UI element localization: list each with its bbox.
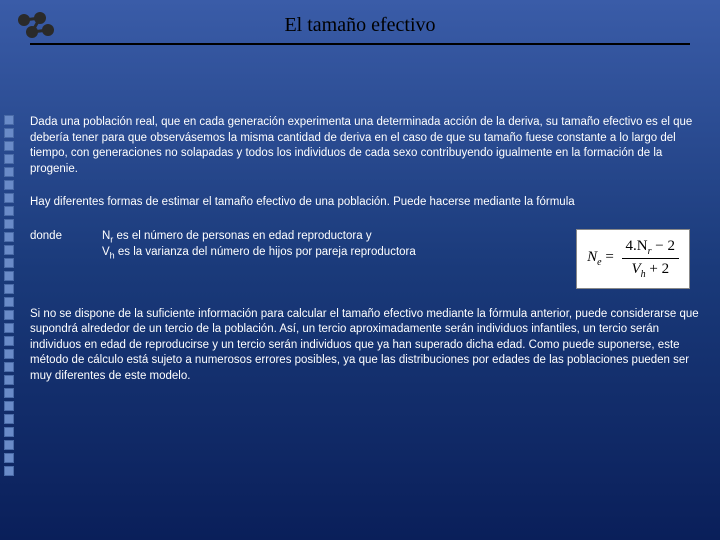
definitions: Nr es el número de personas en edad repr… <box>82 229 556 262</box>
title-underline <box>30 43 690 45</box>
left-bullet-column <box>4 115 20 479</box>
donde-label: donde <box>30 229 62 245</box>
paragraph-1: Dada una población real, que en cada gen… <box>30 115 700 177</box>
content-area: Dada una población real, que en cada gen… <box>30 115 700 402</box>
paragraph-2: Hay diferentes formas de estimar el tama… <box>30 195 700 211</box>
formula-box: Ne = 4.Nr − 2 Vh + 2 <box>576 229 690 289</box>
logo-icon <box>12 8 62 48</box>
def-nr: Nr es el número de personas en edad repr… <box>102 229 556 245</box>
page-title: El tamaño efectivo <box>0 0 720 43</box>
definition-row: donde Nr es el número de personas en eda… <box>30 229 700 289</box>
paragraph-3: Si no se dispone de la suficiente inform… <box>30 307 700 385</box>
def-vh: Vh es la varianza del número de hijos po… <box>102 245 556 261</box>
